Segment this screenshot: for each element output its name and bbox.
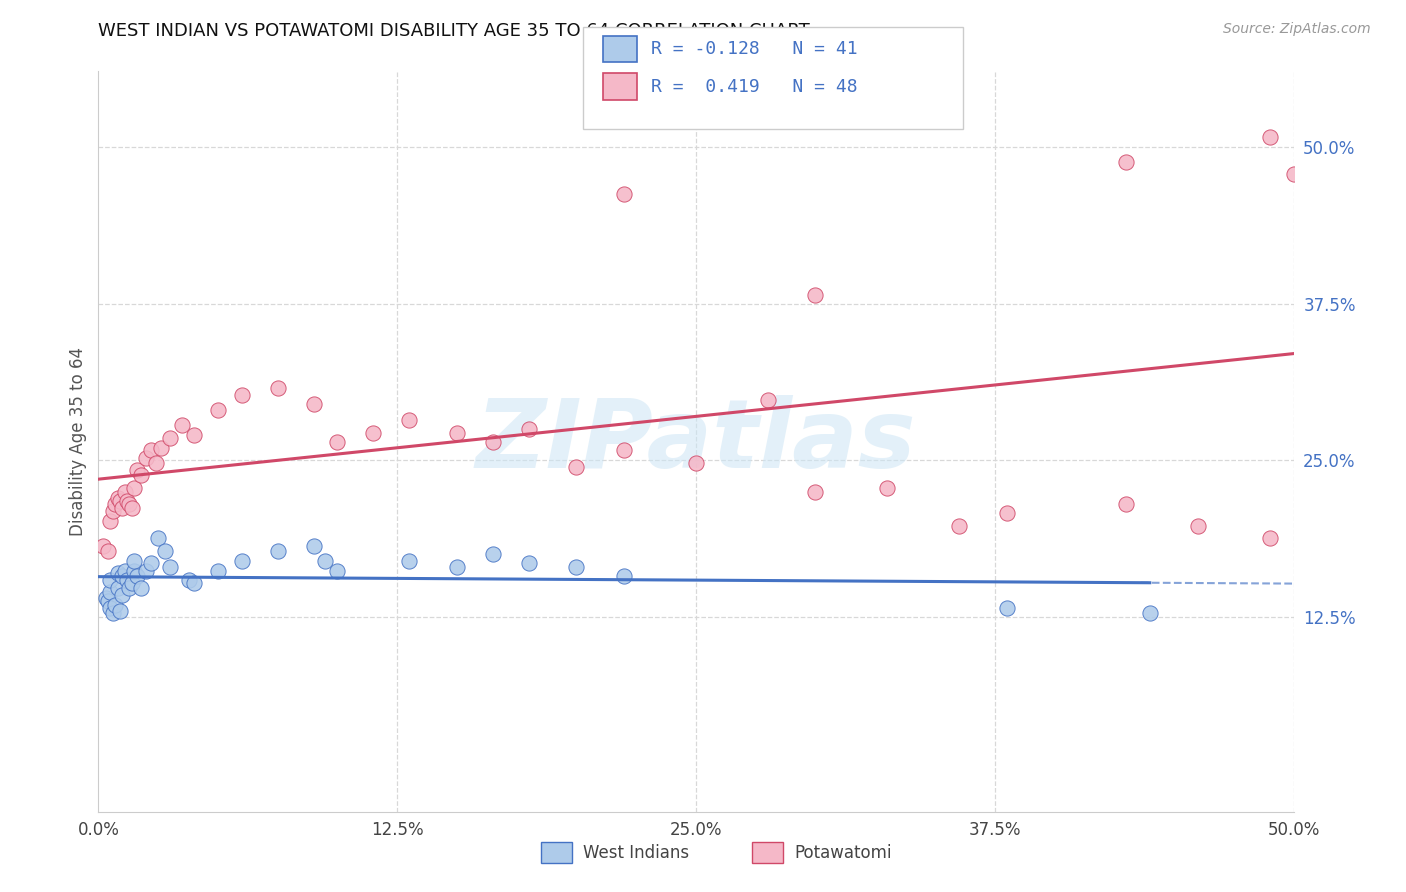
- Point: [145, 456, 167, 470]
- Text: R = -0.128   N = 41: R = -0.128 N = 41: [651, 40, 858, 58]
- Point: [302, 539, 325, 553]
- Point: [995, 601, 1018, 615]
- Point: [302, 397, 325, 411]
- Point: [1258, 531, 1281, 545]
- Point: [98, 585, 122, 599]
- Point: [135, 564, 157, 578]
- Text: ZIPatlas: ZIPatlas: [475, 395, 917, 488]
- Point: [363, 425, 385, 440]
- Point: [114, 564, 136, 578]
- Point: [118, 582, 141, 596]
- Point: [107, 566, 129, 581]
- Point: [98, 514, 122, 528]
- Point: [107, 582, 129, 596]
- Point: [565, 459, 588, 474]
- Point: [1115, 497, 1137, 511]
- Point: [613, 569, 636, 583]
- Point: [135, 450, 157, 465]
- Point: [804, 484, 827, 499]
- Point: [125, 463, 148, 477]
- Point: [995, 506, 1018, 520]
- Point: [172, 418, 194, 433]
- Point: [183, 576, 205, 591]
- Text: R =  0.419   N = 48: R = 0.419 N = 48: [651, 78, 858, 95]
- Point: [104, 598, 127, 612]
- Text: Potawatomi: Potawatomi: [794, 844, 891, 862]
- Point: [948, 518, 970, 533]
- Point: [183, 428, 205, 442]
- Text: West Indians: West Indians: [583, 844, 689, 862]
- Point: [207, 564, 229, 578]
- Point: [98, 601, 122, 615]
- Point: [326, 434, 349, 449]
- Point: [139, 443, 162, 458]
- Point: [111, 501, 134, 516]
- Point: [517, 422, 540, 436]
- Point: [398, 413, 420, 427]
- Point: [1258, 129, 1281, 144]
- Point: [804, 287, 827, 301]
- Point: [159, 431, 181, 445]
- Point: [565, 560, 588, 574]
- Point: [97, 543, 120, 558]
- Point: [326, 564, 349, 578]
- Text: Source: ZipAtlas.com: Source: ZipAtlas.com: [1223, 22, 1371, 37]
- Point: [159, 560, 181, 574]
- Point: [517, 556, 540, 570]
- Point: [121, 501, 143, 516]
- Point: [108, 493, 131, 508]
- Point: [207, 403, 229, 417]
- Point: [131, 582, 153, 596]
- Point: [115, 493, 138, 508]
- Point: [98, 573, 122, 587]
- Point: [148, 531, 170, 545]
- Point: [111, 569, 134, 583]
- Point: [446, 425, 468, 440]
- Point: [149, 441, 172, 455]
- Point: [104, 497, 127, 511]
- Point: [179, 573, 201, 587]
- Point: [97, 594, 120, 608]
- Point: [91, 539, 114, 553]
- Point: [115, 573, 138, 587]
- Point: [613, 443, 636, 458]
- Point: [124, 554, 146, 568]
- Point: [101, 503, 124, 517]
- Point: [1115, 154, 1137, 169]
- Point: [101, 607, 124, 621]
- Point: [481, 548, 505, 562]
- Point: [756, 393, 779, 408]
- Text: WEST INDIAN VS POTAWATOMI DISABILITY AGE 35 TO 64 CORRELATION CHART: WEST INDIAN VS POTAWATOMI DISABILITY AGE…: [98, 22, 810, 40]
- Point: [114, 484, 136, 499]
- Point: [155, 543, 177, 558]
- Point: [231, 554, 253, 568]
- Point: [111, 588, 134, 602]
- Point: [125, 569, 148, 583]
- Point: [131, 468, 153, 483]
- Point: [139, 556, 162, 570]
- Point: [124, 481, 146, 495]
- Point: [1187, 518, 1209, 533]
- Point: [108, 604, 131, 618]
- Point: [267, 381, 290, 395]
- Point: [121, 576, 143, 591]
- Point: [876, 481, 898, 495]
- Point: [267, 543, 290, 558]
- Point: [94, 591, 117, 606]
- Point: [398, 554, 420, 568]
- Y-axis label: Disability Age 35 to 64: Disability Age 35 to 64: [69, 347, 87, 536]
- Point: [231, 388, 253, 402]
- Point: [118, 497, 141, 511]
- Point: [124, 564, 146, 578]
- Point: [1139, 607, 1161, 621]
- Point: [107, 491, 129, 505]
- Point: [1282, 167, 1305, 181]
- Point: [315, 554, 337, 568]
- Point: [685, 456, 707, 470]
- Point: [613, 187, 636, 202]
- Point: [481, 434, 505, 449]
- Point: [446, 560, 468, 574]
